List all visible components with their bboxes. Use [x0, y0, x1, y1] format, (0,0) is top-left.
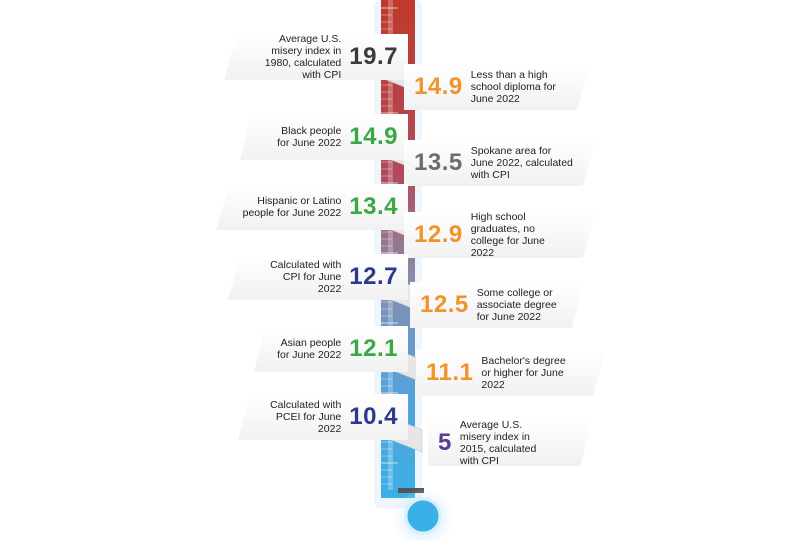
label-hispanic-latino: Hispanic or Latino people for June 2022	[242, 195, 342, 219]
banner-cpi-june-2022: Calculated with CPI for June 2022 12.7	[228, 254, 408, 300]
label-asian-people: Asian people for June 2022	[277, 337, 342, 361]
value-high-school-graduates: 12.9	[414, 221, 463, 248]
banner-high-school-graduates: 12.9 High school graduates, no college f…	[404, 212, 596, 258]
label-bachelors: Bachelor's degree or higher for June 202…	[481, 355, 566, 391]
banner-less-than-high-school: 14.9 Less than a high school diploma for…	[404, 64, 590, 110]
label-pcei-june-2022: Calculated with PCEI for June 2022	[270, 399, 342, 435]
label-less-than-high-school: Less than a high school diploma for June…	[470, 69, 556, 105]
value-some-college: 12.5	[420, 291, 469, 318]
tube-highlight	[388, 0, 393, 490]
value-misery-2015: 5	[438, 429, 452, 456]
banner-some-college: 12.5 Some college or associate degree fo…	[410, 282, 584, 328]
label-black-people: Black people for June 2022	[277, 125, 342, 149]
value-black-people: 14.9	[349, 123, 398, 150]
value-misery-1980: 19.7	[349, 43, 398, 70]
value-hispanic-latino: 13.4	[349, 193, 398, 220]
value-pcei-june-2022: 10.4	[349, 403, 398, 430]
label-spokane: Spokane area for June 2022, calculated w…	[470, 145, 573, 181]
label-high-school-graduates: High school graduates, no college for Ju…	[470, 211, 545, 259]
scale-bar	[398, 488, 424, 493]
label-some-college: Some college or associate degree for Jun…	[476, 287, 557, 323]
banner-spokane: 13.5 Spokane area for June 2022, calcula…	[404, 140, 596, 186]
banner-misery-1980: Average U.S. misery index in 1980, calcu…	[224, 34, 408, 80]
banner-asian-people: Asian people for June 2022 12.1	[254, 326, 408, 372]
label-cpi-june-2022: Calculated with CPI for June 2022	[270, 259, 342, 295]
banner-misery-2015: 5 Average U.S. misery index in 2015, cal…	[428, 420, 592, 466]
value-cpi-june-2022: 12.7	[349, 263, 398, 290]
value-asian-people: 12.1	[349, 335, 398, 362]
value-less-than-high-school: 14.9	[414, 73, 463, 100]
banner-hispanic-latino: Hispanic or Latino people for June 2022 …	[216, 184, 408, 230]
banner-bachelors: 11.1 Bachelor's degree or higher for Jun…	[416, 350, 606, 396]
label-misery-1980: Average U.S. misery index in 1980, calcu…	[264, 33, 342, 81]
thermometer-bulb	[404, 497, 442, 535]
value-spokane: 13.5	[414, 149, 463, 176]
banner-black-people: Black people for June 2022 14.9	[240, 114, 408, 160]
value-bachelors: 11.1	[426, 359, 474, 386]
label-misery-2015: Average U.S. misery index in 2015, calcu…	[459, 419, 537, 467]
banner-pcei-june-2022: Calculated with PCEI for June 2022 10.4	[238, 394, 408, 440]
